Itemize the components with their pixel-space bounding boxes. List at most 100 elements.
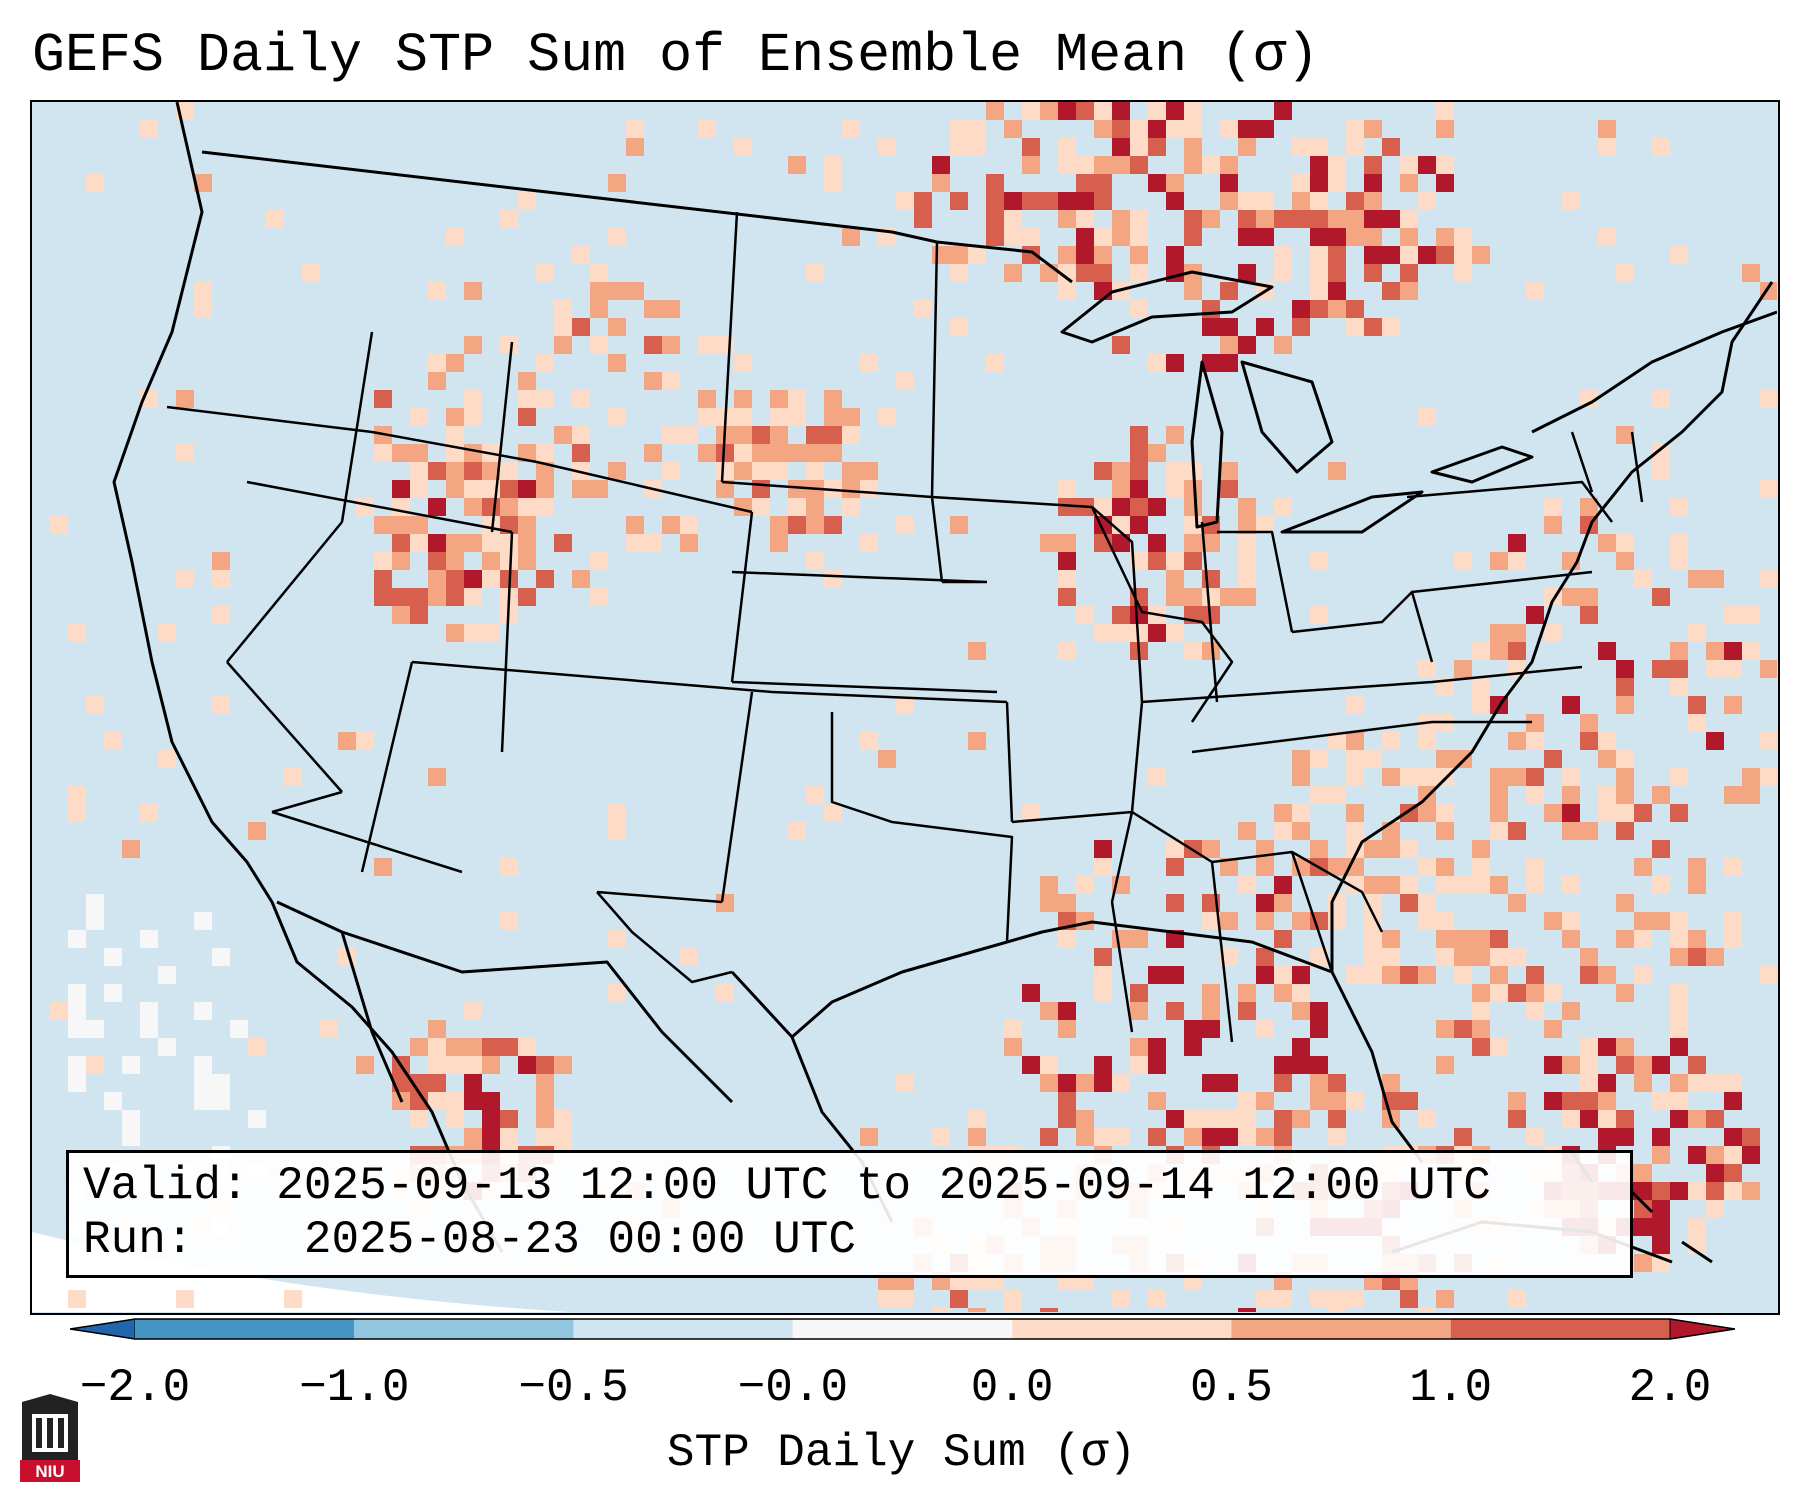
- anomaly-cell: [806, 552, 824, 570]
- anomaly-cell: [518, 408, 536, 426]
- anomaly-cell: [1112, 462, 1130, 480]
- anomaly-cell: [1382, 840, 1400, 858]
- anomaly-cell: [446, 552, 464, 570]
- anomaly-cell: [446, 408, 464, 426]
- anomaly-cell: [1670, 768, 1688, 786]
- anomaly-cell: [1184, 1110, 1202, 1128]
- anomaly-cell: [1292, 1002, 1310, 1020]
- anomaly-cell: [1346, 732, 1364, 750]
- anomaly-cell: [284, 768, 302, 786]
- anomaly-cell: [1184, 282, 1202, 300]
- anomaly-cell: [1400, 228, 1418, 246]
- anomaly-cell: [662, 426, 680, 444]
- anomaly-cell: [1688, 1146, 1706, 1164]
- anomaly-cell: [752, 498, 770, 516]
- anomaly-cell: [464, 1038, 482, 1056]
- anomaly-cell: [1472, 246, 1490, 264]
- anomaly-cell: [608, 462, 626, 480]
- anomaly-cell: [1598, 228, 1616, 246]
- anomaly-cell: [1670, 1182, 1688, 1200]
- anomaly-cell: [680, 534, 698, 552]
- anomaly-cell: [1040, 1074, 1058, 1092]
- anomaly-cell: [536, 480, 554, 498]
- anomaly-cell: [1436, 858, 1454, 876]
- anomaly-cell: [1184, 120, 1202, 138]
- anomaly-cell: [1346, 822, 1364, 840]
- anomaly-cell: [1148, 1056, 1166, 1074]
- anomaly-cell: [1220, 120, 1238, 138]
- anomaly-cell: [122, 840, 140, 858]
- anomaly-cell: [446, 534, 464, 552]
- anomaly-cell: [770, 444, 788, 462]
- anomaly-cell: [1166, 246, 1184, 264]
- lake-huron: [1240, 360, 1334, 474]
- anomaly-cell: [1202, 1128, 1220, 1146]
- anomaly-cell: [122, 1056, 140, 1074]
- anomaly-cell: [842, 426, 860, 444]
- anomaly-cell: [1508, 984, 1526, 1002]
- anomaly-cell: [1184, 138, 1202, 156]
- anomaly-cell: [518, 534, 536, 552]
- anomaly-cell: [788, 822, 806, 840]
- anomaly-cell: [1598, 786, 1616, 804]
- anomaly-cell: [1652, 1092, 1670, 1110]
- anomaly-cell: [1454, 876, 1472, 894]
- anomaly-cell: [878, 750, 896, 768]
- valid-value: 2025-09-13 12:00 UTC to 2025-09-14 12:00…: [276, 1160, 1491, 1212]
- anomaly-cell: [1364, 156, 1382, 174]
- anomaly-cell: [1004, 264, 1022, 282]
- run-row: Run: 2025-08-23 00:00 UTC: [83, 1213, 1630, 1267]
- anomaly-cell: [428, 552, 446, 570]
- anomaly-cell: [482, 624, 500, 642]
- anomaly-cell: [626, 282, 644, 300]
- anomaly-cell: [500, 336, 518, 354]
- anomaly-cell: [518, 192, 536, 210]
- anomaly-cell: [428, 1092, 446, 1110]
- anomaly-cell: [1274, 1056, 1292, 1074]
- anomaly-cell: [1130, 930, 1148, 948]
- anomaly-cell: [482, 462, 500, 480]
- anomaly-cell: [1238, 984, 1256, 1002]
- anomaly-cell: [950, 318, 968, 336]
- anomaly-cell: [500, 1128, 518, 1146]
- anomaly-cell: [1220, 174, 1238, 192]
- anomaly-cell: [1364, 750, 1382, 768]
- anomaly-cell: [1022, 804, 1040, 822]
- anomaly-cell: [1688, 1074, 1706, 1092]
- anomaly-cell: [1004, 1308, 1022, 1312]
- anomaly-cell: [824, 516, 842, 534]
- anomaly-cell: [1058, 498, 1076, 516]
- anomaly-cell: [1166, 480, 1184, 498]
- anomaly-cell: [1742, 264, 1760, 282]
- anomaly-cell: [410, 462, 428, 480]
- anomaly-cell: [932, 1308, 950, 1312]
- anomaly-cell: [284, 1290, 302, 1308]
- anomaly-cell: [518, 1056, 536, 1074]
- anomaly-cell: [1184, 534, 1202, 552]
- anomaly-cell: [950, 138, 968, 156]
- anomaly-cell: [680, 426, 698, 444]
- anomaly-cell: [1238, 1110, 1256, 1128]
- anomaly-cell: [1526, 876, 1544, 894]
- anomaly-cell: [752, 426, 770, 444]
- anomaly-cell: [1040, 264, 1058, 282]
- anomaly-cell: [1328, 210, 1346, 228]
- anomaly-cell: [104, 732, 122, 750]
- anomaly-cell: [392, 516, 410, 534]
- anomaly-cell: [1058, 534, 1076, 552]
- anomaly-cell: [1418, 912, 1436, 930]
- anomaly-cell: [1508, 822, 1526, 840]
- anomaly-cell: [1076, 606, 1094, 624]
- anomaly-cell: [500, 534, 518, 552]
- anomaly-cell: [194, 1092, 212, 1110]
- colorbar-extend-low: [70, 1318, 136, 1340]
- anomaly-cell: [1220, 858, 1238, 876]
- anomaly-cell: [1472, 858, 1490, 876]
- anomaly-cell: [1346, 138, 1364, 156]
- anomaly-cell: [590, 588, 608, 606]
- atlantic-coastline: [1330, 281, 1774, 972]
- anomaly-cell: [716, 462, 734, 480]
- anomaly-cell: [392, 534, 410, 552]
- anomaly-cell: [86, 912, 104, 930]
- anomaly-cell: [536, 570, 554, 588]
